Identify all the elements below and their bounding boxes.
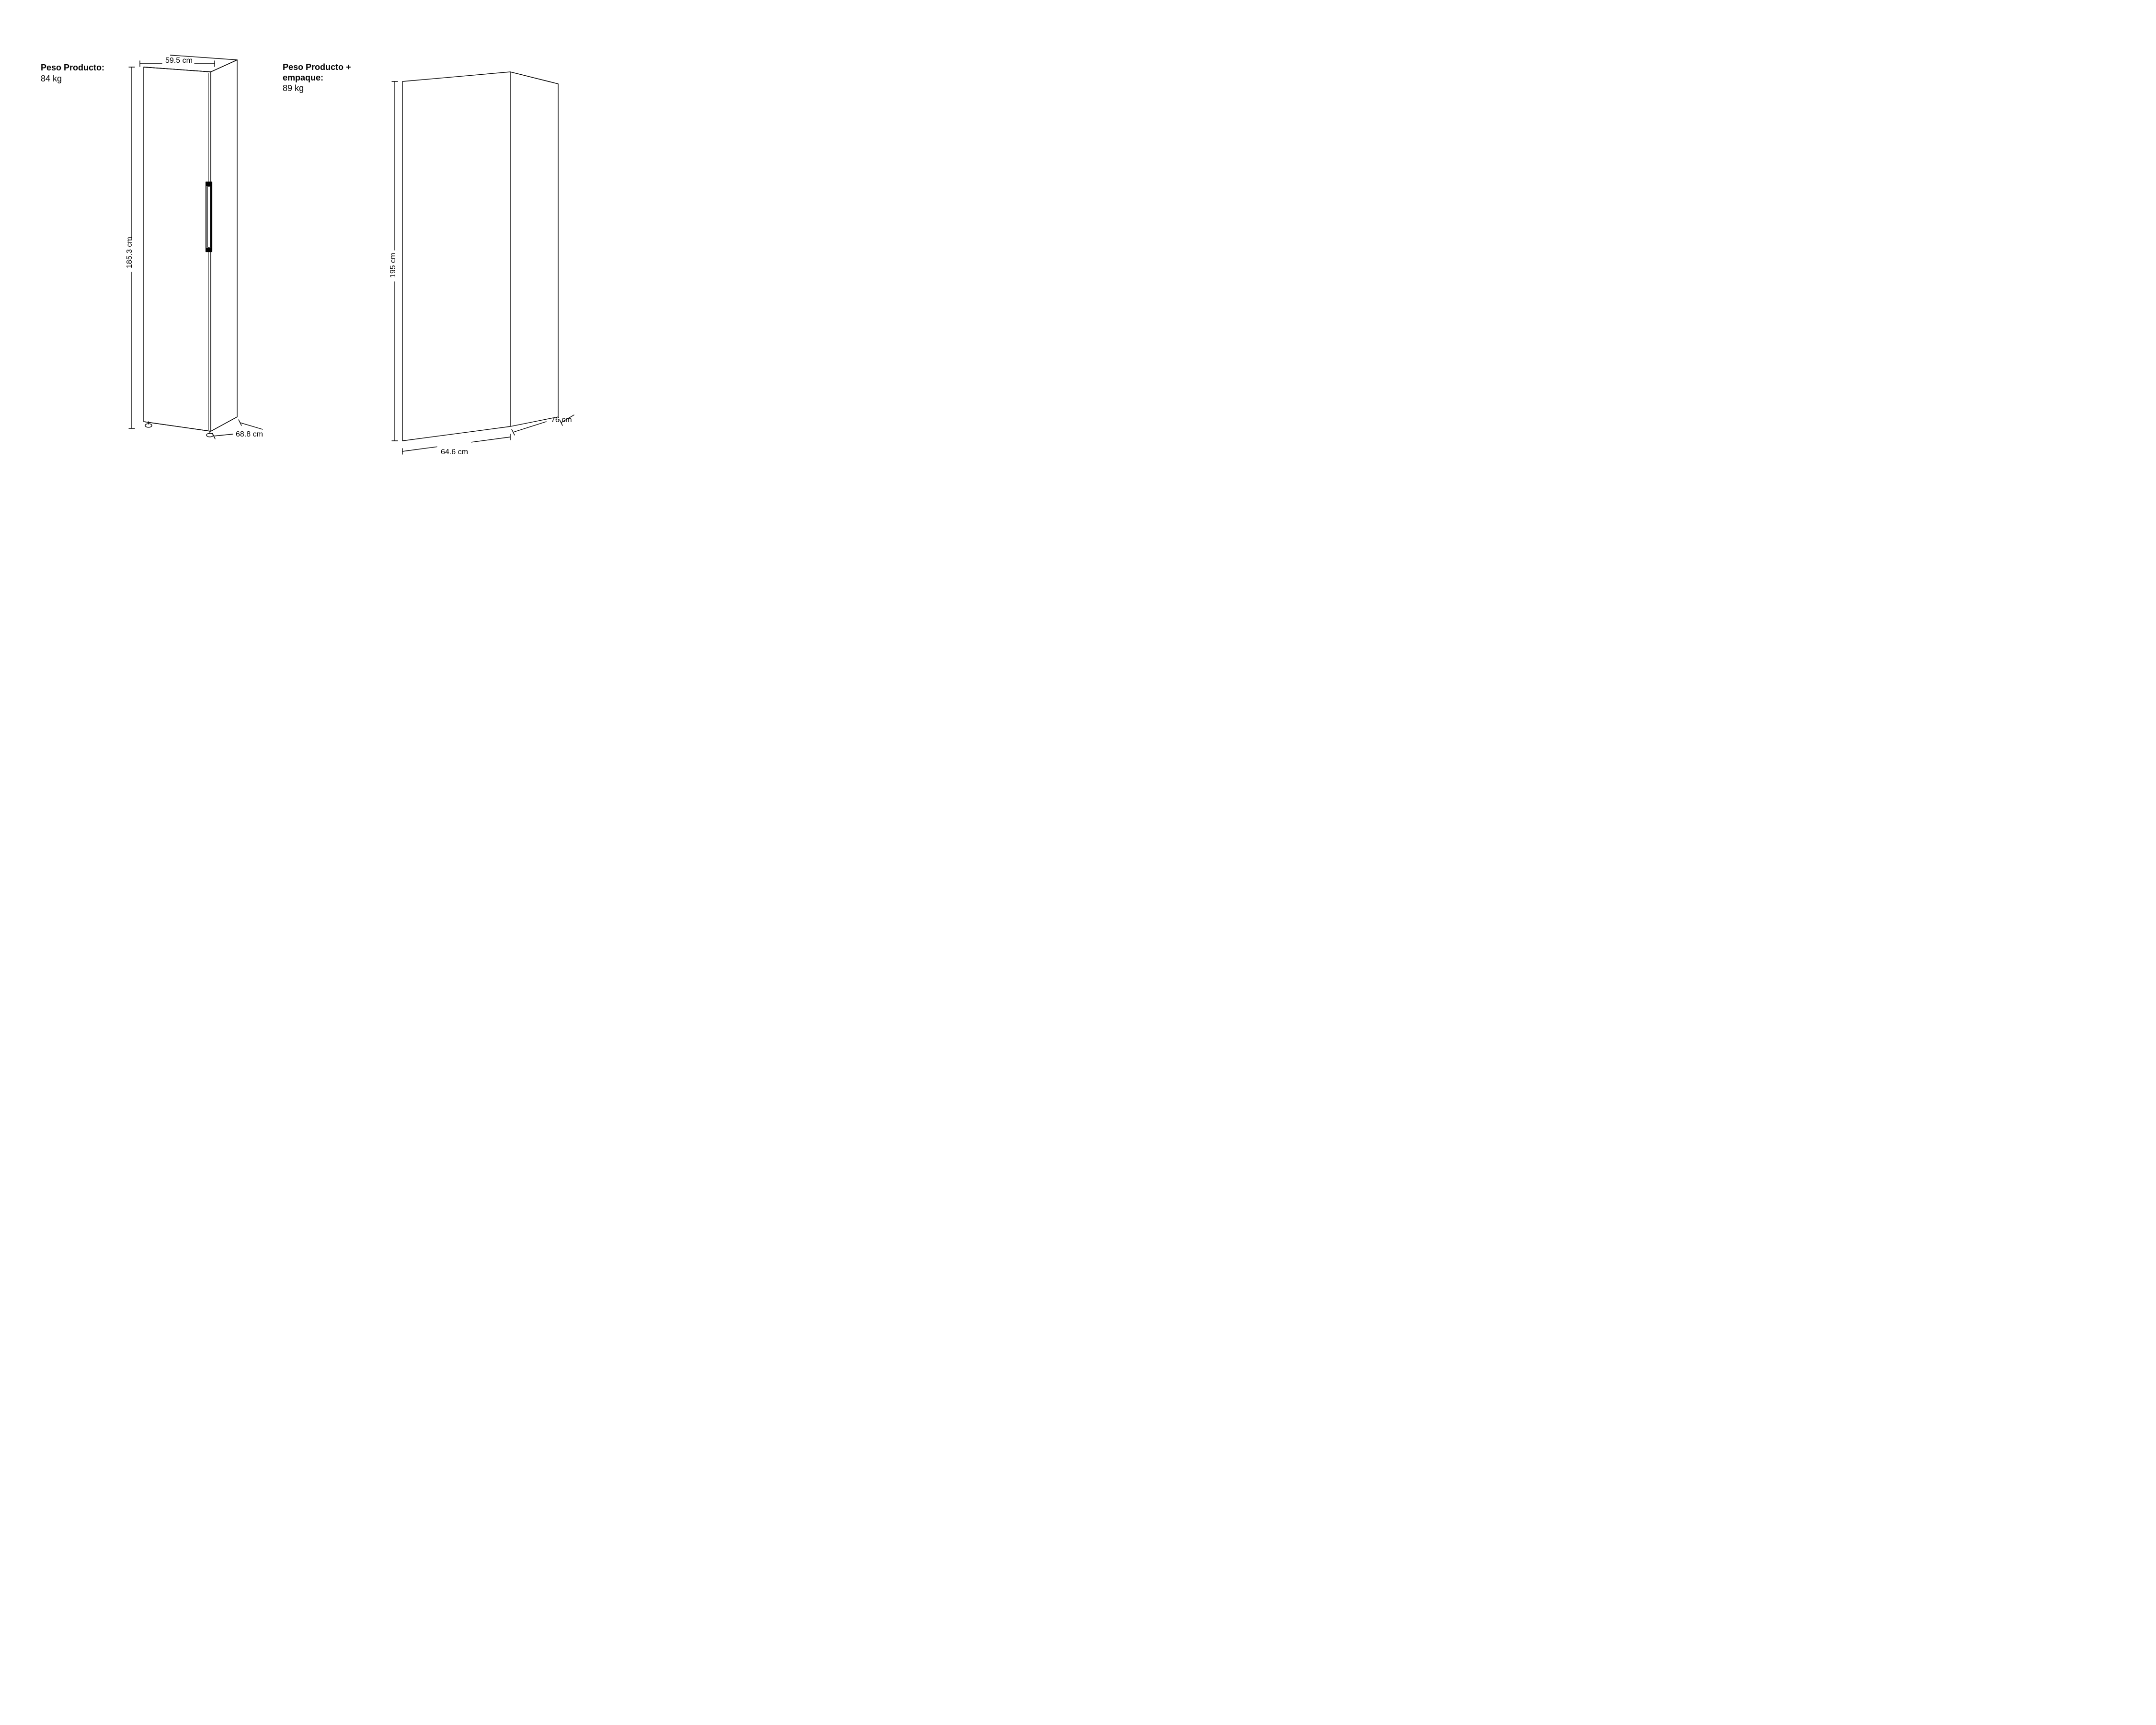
line-art xyxy=(0,0,623,498)
dimension-diagram: Peso Producto: 84 kg Peso Producto + emp… xyxy=(0,0,623,498)
